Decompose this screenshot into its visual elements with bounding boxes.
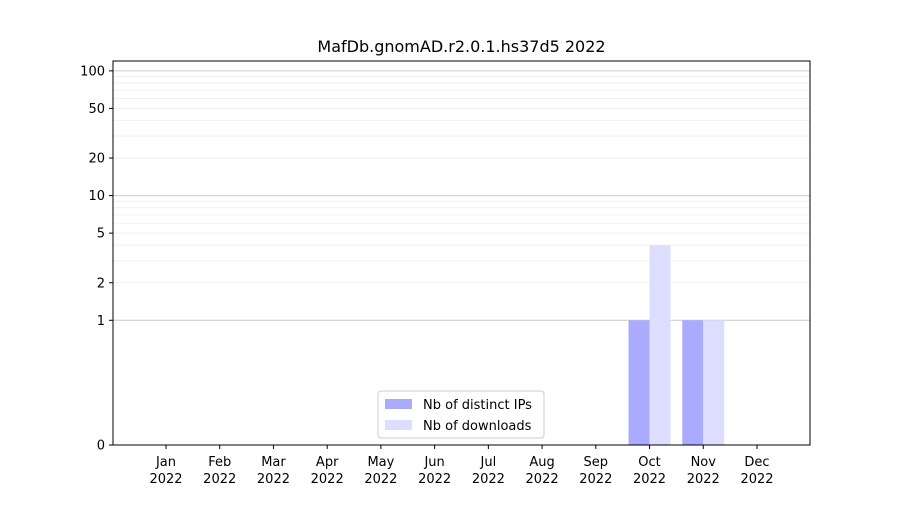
x-tick-label: Nov 2022 xyxy=(687,455,720,487)
y-tick-label: 100 xyxy=(80,64,105,79)
bars xyxy=(628,245,725,445)
y-tick-label: 5 xyxy=(97,227,105,242)
legend-box xyxy=(377,390,545,439)
legend-swatch xyxy=(385,420,412,430)
y-tick-label: 10 xyxy=(88,189,105,204)
bar-nb-of-downloads-9 xyxy=(649,245,671,445)
y-tick-label: 1 xyxy=(97,314,105,329)
x-tick-label: Aug 2022 xyxy=(526,455,559,487)
x-tick-label: Oct 2022 xyxy=(633,455,666,487)
chart-title: MafDb.gnomAD.r2.0.1.hs37d5 2022 xyxy=(317,37,605,56)
x-tick-label: Feb 2022 xyxy=(203,455,236,487)
grid-lines xyxy=(113,70,810,321)
x-tick-label: Mar 2022 xyxy=(257,455,290,487)
axis-ticks: 0 1 2 5 10 20 50 100 Jan 2022 Feb 2022 Mar 2022 Apr 202… xyxy=(80,64,773,487)
y-tick-label: 20 xyxy=(88,152,105,167)
x-tick-label: Sep 2022 xyxy=(579,455,612,487)
legend-swatch xyxy=(385,399,412,409)
y-tick-label: 2 xyxy=(97,276,105,291)
legend: Nb of distinct IPs Nb of downloads xyxy=(377,390,545,439)
legend-label: Nb of downloads xyxy=(423,419,532,434)
x-tick-label: Dec 2022 xyxy=(740,455,773,487)
x-tick-label: Jun 2022 xyxy=(418,455,451,487)
x-tick-label: Apr 2022 xyxy=(311,455,344,487)
bar-nb-of-distinct-ips-10 xyxy=(682,320,704,445)
plot-frame xyxy=(112,60,811,446)
bar-nb-of-distinct-ips-9 xyxy=(628,320,650,445)
y-tick-label: 50 xyxy=(88,102,105,117)
x-tick-label: May 2022 xyxy=(364,455,397,487)
x-tick-label: Jul 2022 xyxy=(472,455,505,487)
legend-label: Nb of distinct IPs xyxy=(423,398,532,413)
y-tick-label: 0 xyxy=(97,439,105,454)
bar-nb-of-downloads-10 xyxy=(703,320,725,445)
x-tick-label: Jan 2022 xyxy=(149,455,182,487)
